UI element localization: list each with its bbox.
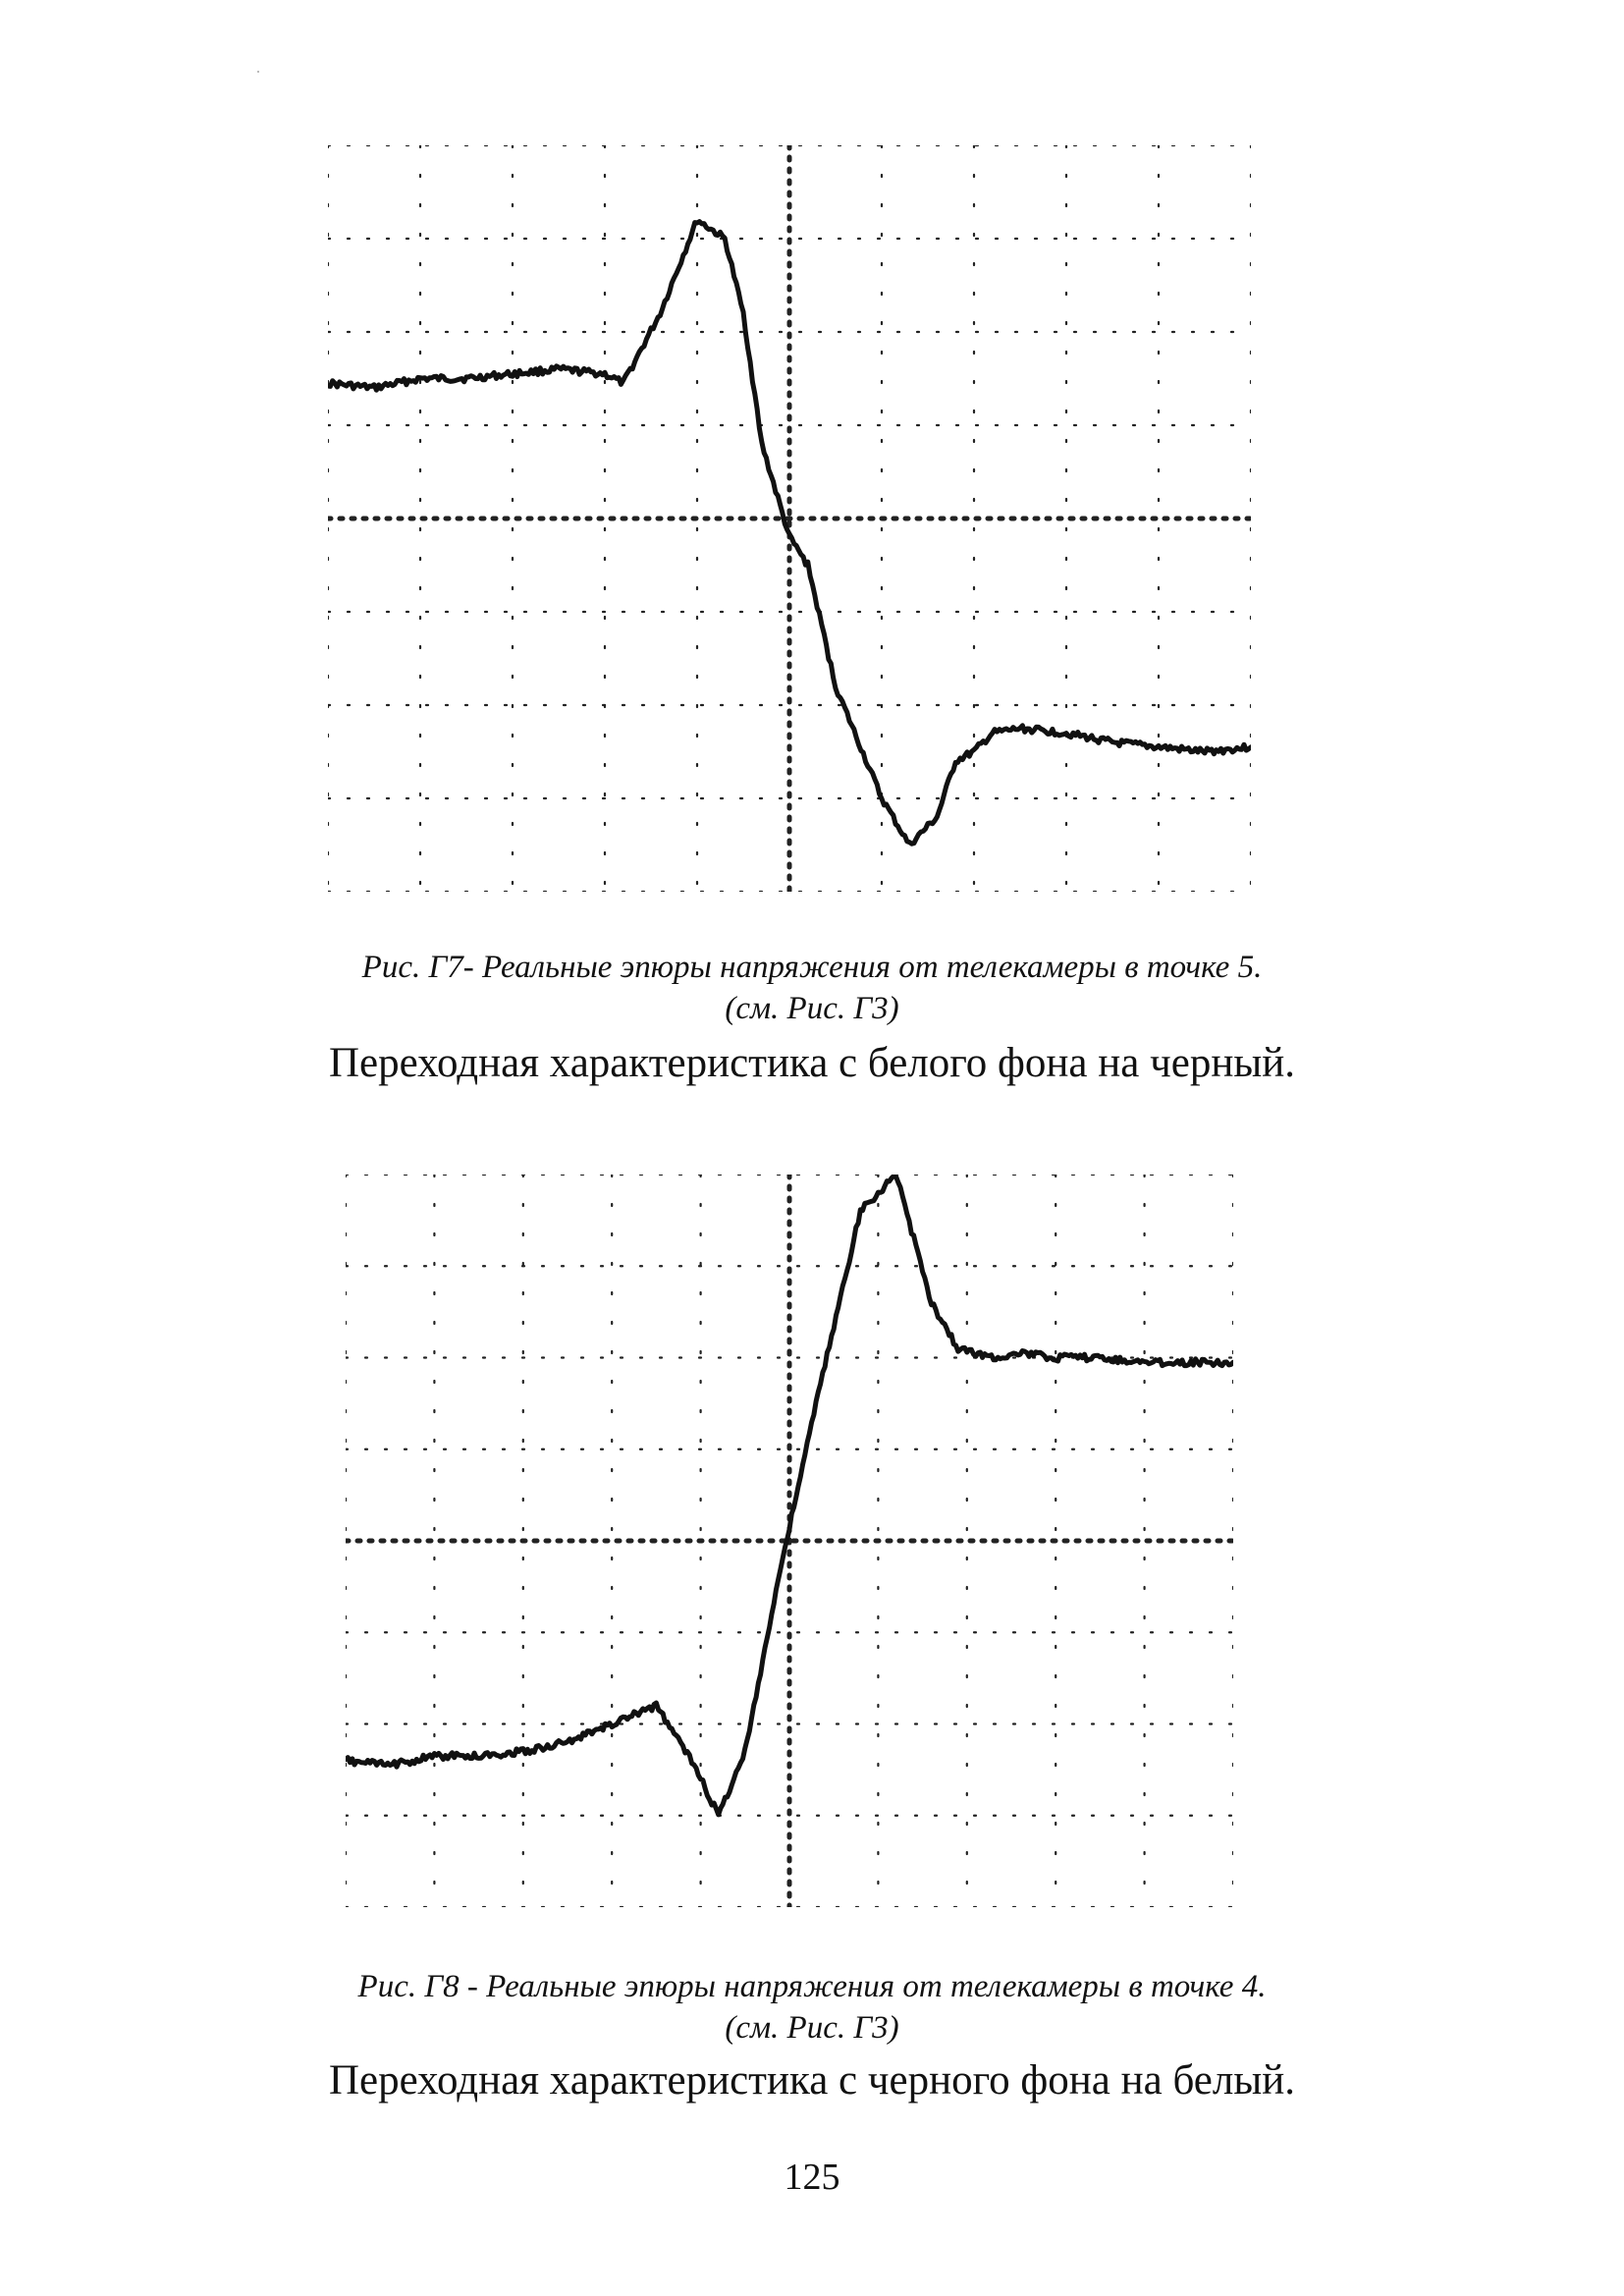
signal-trace: [328, 219, 1251, 847]
grid: [346, 1175, 1233, 1907]
figure-subtitle-g7: Переходная характеристика с белого фона …: [328, 1040, 1295, 1086]
page-number: 125: [784, 2157, 840, 2198]
signal-trace: [346, 1175, 1233, 1818]
figure-caption-g7-line2: (см. Рис. Г3): [725, 991, 899, 1026]
grid: [328, 145, 1251, 892]
oscillogram-figure-g8: [346, 1175, 1233, 1907]
oscillogram-figure-g7: [328, 145, 1251, 892]
scan-speck: [257, 71, 259, 73]
figure-caption-g7-line1: Рис. Г7- Реальные эпюры напряжения от те…: [361, 950, 1263, 985]
oscillogram-plot: [346, 1175, 1233, 1907]
figure-caption-g8-line1: Рис. Г8 - Реальные эпюры напряжения от т…: [357, 1969, 1267, 2004]
figure-caption-g8-line2: (см. Рис. Г3): [725, 2010, 899, 2046]
oscillogram-plot: [328, 145, 1251, 892]
figure-subtitle-g8: Переходная характеристика с черного фона…: [328, 2057, 1295, 2104]
